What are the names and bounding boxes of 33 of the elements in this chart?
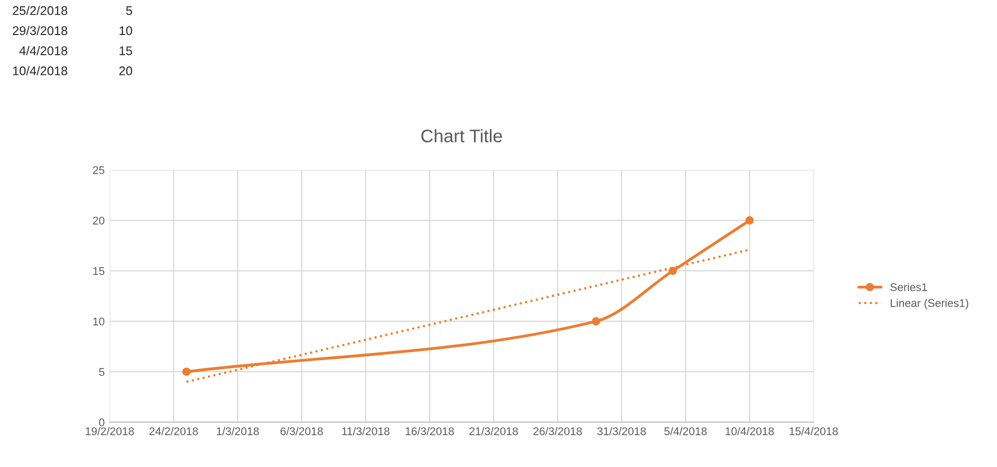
- text: 15: [120, 46, 132, 56]
- y-tick-label: 5: [99, 368, 104, 376]
- x-tick-label: 6/3/2018: [280, 427, 323, 436]
- point: [182, 368, 191, 376]
- x-tick-label: 10/4/2018: [726, 427, 774, 436]
- chart-title: Chart Title: [421, 129, 502, 142]
- y-tick-label: 25: [93, 166, 104, 174]
- text: 29/3/2018: [12, 26, 68, 36]
- x-tick-label: 16/3/2018: [406, 427, 454, 436]
- text: 4/4/2018: [19, 46, 68, 56]
- point: [592, 317, 600, 326]
- x-tick-label: 1/3/2018: [216, 427, 259, 436]
- x-tick-label: 5/4/2018: [664, 427, 707, 436]
- x-tick-label: 31/3/2018: [597, 427, 646, 436]
- y-tick-label: 0: [99, 418, 104, 426]
- x-tick-label: 15/4/2018: [790, 427, 838, 436]
- legend-label: Linear (Series1): [890, 298, 968, 310]
- x-tick-label: 24/2/2018: [150, 427, 198, 436]
- y-tick-label: 15: [93, 267, 104, 275]
- text: 10/4/2018: [13, 66, 68, 76]
- x-tick-label: 21/3/2018: [469, 427, 518, 436]
- text: 25/2/2018: [12, 6, 68, 16]
- x-tick-label: 26/3/2018: [533, 427, 582, 436]
- text: 5: [126, 6, 132, 16]
- legend-label: Series1: [890, 282, 927, 292]
- point: [668, 266, 677, 276]
- text: 10: [120, 26, 132, 36]
- x-tick-label: 11/3/2018: [342, 427, 390, 436]
- text: 20: [119, 66, 132, 76]
- y-tick-label: 10: [93, 318, 104, 326]
- y-tick-label: 20: [93, 216, 104, 225]
- x-tick-label: 19/2/2018: [86, 427, 134, 436]
- point: [745, 216, 754, 225]
